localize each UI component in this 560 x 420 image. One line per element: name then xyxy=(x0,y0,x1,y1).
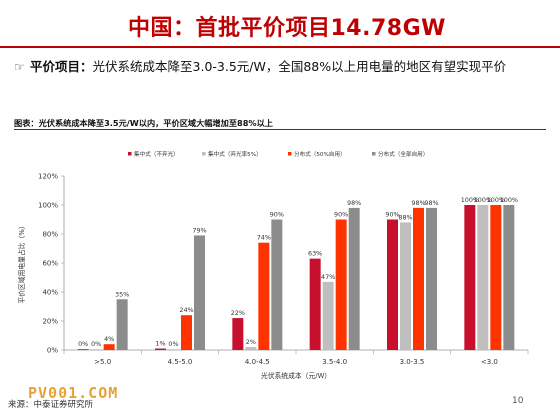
data-label: 22% xyxy=(231,309,245,317)
data-label: 0% xyxy=(168,340,178,348)
x-axis-ticks: >5.0 4.5-5.0 4.0-4.5 3.5-4.0 3.0-3.5 <3.0 xyxy=(94,358,498,366)
legend-swatch xyxy=(372,152,376,156)
data-label: 1% xyxy=(155,340,165,348)
data-label: 4% xyxy=(104,335,114,343)
bar xyxy=(348,207,360,350)
data-label: 0% xyxy=(91,340,101,348)
bullet-heading: 平价项目： xyxy=(30,59,93,74)
legend-swatch xyxy=(288,152,292,156)
legend-swatch xyxy=(128,152,132,156)
bar xyxy=(90,349,102,350)
data-label: 88% xyxy=(398,213,412,221)
bar xyxy=(477,205,489,350)
y-tick-label: 100% xyxy=(38,202,58,210)
bar xyxy=(413,207,424,350)
source-note: 来源：中泰证券研究所 xyxy=(8,400,94,410)
chart-axes xyxy=(63,176,529,354)
data-label: 24% xyxy=(179,306,193,314)
x-tick-label: 3.5-4.0 xyxy=(322,358,347,366)
data-label: 90% xyxy=(334,211,348,219)
bar xyxy=(309,258,321,350)
chart-bars xyxy=(77,205,515,350)
bar xyxy=(335,219,347,350)
data-label: 79% xyxy=(192,226,206,234)
data-label: 2% xyxy=(246,338,256,346)
data-label: 90% xyxy=(385,211,399,219)
chart-legend: 集中式（不弃光） 集中式（弃光率5%） 分布式（50%自用） 分布式（全部自用） xyxy=(128,150,428,158)
data-label: 0% xyxy=(78,340,88,348)
data-label: 35% xyxy=(115,290,129,298)
bar-chart: 集中式（不弃光） 集中式（弃光率5%） 分布式（50%自用） 分布式（全部自用） 0%… xyxy=(17,150,529,380)
bar xyxy=(181,315,192,350)
y-tick-label: 0% xyxy=(47,347,58,355)
x-axis-title: 光伏系统成本（元/W） xyxy=(261,371,331,380)
data-label: 100% xyxy=(461,196,479,204)
data-label: 98% xyxy=(411,199,425,207)
legend-label: 集中式（不弃光） xyxy=(134,150,179,158)
bar xyxy=(116,299,128,350)
legend-swatch xyxy=(202,152,206,156)
watermark-logo: PV001.COM xyxy=(28,384,119,402)
bar xyxy=(490,205,502,350)
bar xyxy=(194,235,205,350)
legend-label: 分布式（全部自用） xyxy=(378,150,428,158)
y-tick-label: 40% xyxy=(42,289,58,297)
chart-data-labels: 0% 0%4%35%1% 0%24%79%22%2%74%90%63%47%90%9… xyxy=(78,196,518,348)
legend-label: 分布式（50%自用） xyxy=(294,150,346,158)
pointing-hand-icon: ☞ xyxy=(14,60,25,74)
bar xyxy=(258,242,270,350)
bar xyxy=(155,348,166,350)
title-bar: 中国：首批平价项目14.78GW xyxy=(0,8,560,48)
x-tick-label: 4.0-4.5 xyxy=(245,358,270,366)
data-label: 90% xyxy=(270,211,284,219)
bar xyxy=(232,318,244,350)
y-tick-label: 60% xyxy=(42,260,58,268)
bar xyxy=(322,281,334,350)
data-label: 100% xyxy=(487,196,505,204)
y-axis-title: 平价区域用电量占比（%） xyxy=(17,222,26,303)
y-tick-label: 20% xyxy=(42,318,58,326)
y-axis-ticks: 0% 20% 40% 60% 80% 100% 120% xyxy=(38,173,64,355)
page-title: 中国：首批平价项目14.78GW xyxy=(128,16,446,41)
bar xyxy=(400,222,411,350)
data-label: 100% xyxy=(500,196,518,204)
bar xyxy=(464,205,476,350)
bar xyxy=(271,219,283,350)
x-tick-label: <3.0 xyxy=(481,358,498,366)
figure-caption: 图表：光伏系统成本降至3.5元/W以内，平价区域大幅增加至88%以上 xyxy=(14,118,273,128)
bar xyxy=(387,219,398,350)
x-tick-label: 3.0-3.5 xyxy=(400,358,425,366)
data-label: 100% xyxy=(474,196,492,204)
y-tick-label: 80% xyxy=(42,231,58,239)
figure-caption-rule xyxy=(14,129,546,130)
x-tick-label: >5.0 xyxy=(94,358,111,366)
legend-label: 集中式（弃光率5%） xyxy=(208,150,262,158)
data-label: 98% xyxy=(347,199,361,207)
bullet-text: 光伏系统成本降至3.0-3.5元/W，全国88%以上用电量的地区有望实现平价 xyxy=(92,59,507,74)
bullet-line: ☞ 平价项目：光伏系统成本降至3.0-3.5元/W，全国88%以上用电量的地区有望… xyxy=(14,56,506,75)
bar xyxy=(103,344,115,350)
bar xyxy=(245,347,257,350)
page-number: 10 xyxy=(512,396,524,406)
title-underline xyxy=(0,46,560,48)
bar xyxy=(503,205,515,350)
bar xyxy=(77,349,89,350)
bar xyxy=(426,207,437,350)
data-label: 74% xyxy=(257,234,271,242)
data-label: 98% xyxy=(424,199,438,207)
data-label: 63% xyxy=(308,250,322,258)
y-tick-label: 120% xyxy=(38,173,58,181)
data-label: 47% xyxy=(321,273,335,281)
x-tick-label: 4.5-5.0 xyxy=(168,358,193,366)
bar xyxy=(168,349,179,350)
